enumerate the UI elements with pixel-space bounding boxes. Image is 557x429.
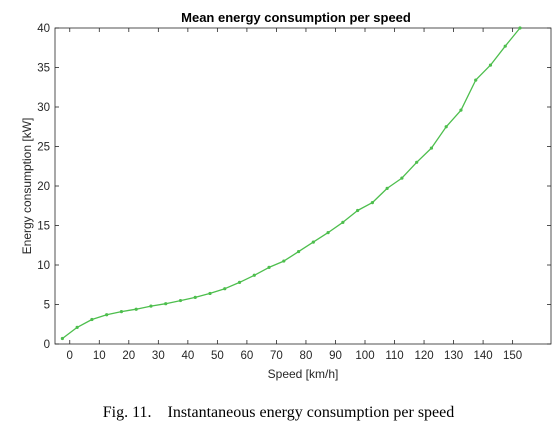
y-tick-label: 30 xyxy=(37,102,50,114)
x-tick-label: 130 xyxy=(444,350,463,362)
data-point xyxy=(178,298,183,303)
x-tick-label: 40 xyxy=(181,350,194,362)
data-point xyxy=(75,325,79,330)
data-point xyxy=(518,26,522,30)
x-tick-label: 10 xyxy=(93,350,106,362)
data-point xyxy=(444,125,448,129)
data-point xyxy=(356,208,360,213)
y-tick-label: 20 xyxy=(37,181,50,193)
data-point xyxy=(296,249,301,254)
x-axis-label: Speed [km/h] xyxy=(268,367,339,381)
x-tick-label: 80 xyxy=(300,350,313,362)
x-tick-label: 140 xyxy=(474,350,493,362)
x-axis-ticks: 0 10 20 30 40 50 60 70 80 90 100 110 120 130 140 150 xyxy=(67,28,522,362)
figure-caption: Fig. 11. Instantaneous energy consumptio… xyxy=(102,404,455,421)
x-tick-label: 60 xyxy=(241,350,254,362)
y-tick-label: 0 xyxy=(44,339,50,351)
data-point xyxy=(60,336,64,341)
x-tick-label: 30 xyxy=(152,350,165,362)
y-tick-label: 10 xyxy=(37,260,50,272)
data-point xyxy=(164,302,168,306)
x-tick-label: 120 xyxy=(414,350,433,362)
x-tick-label: 20 xyxy=(122,350,135,362)
data-point xyxy=(193,295,197,299)
x-tick-label: 0 xyxy=(67,350,73,362)
y-tick-label: 35 xyxy=(37,63,50,75)
x-tick-label: 100 xyxy=(355,350,374,362)
data-point xyxy=(415,160,419,164)
data-point xyxy=(149,304,153,308)
y-tick-label: 25 xyxy=(37,142,50,154)
data-point xyxy=(370,200,374,205)
y-tick-label: 40 xyxy=(37,23,50,35)
x-tick-label: 90 xyxy=(329,350,342,362)
data-point xyxy=(134,307,138,311)
data-point xyxy=(223,287,227,291)
data-point xyxy=(119,310,124,314)
data-point xyxy=(326,231,330,235)
data-point xyxy=(90,317,94,322)
data-point xyxy=(252,273,256,277)
series-layer xyxy=(60,26,522,341)
data-point xyxy=(208,291,212,296)
data-point xyxy=(341,220,345,224)
plot-area xyxy=(54,27,552,345)
x-tick-label: 150 xyxy=(503,350,522,362)
x-tick-label: 50 xyxy=(211,350,224,362)
data-point xyxy=(488,63,493,67)
y-tick-label: 15 xyxy=(37,221,50,233)
data-point xyxy=(311,240,315,244)
data-point xyxy=(429,146,434,150)
y-axis-ticks: 0 5 10 15 20 25 30 35 40 xyxy=(37,23,551,351)
data-point xyxy=(474,78,478,82)
data-point xyxy=(385,186,389,190)
data-point xyxy=(282,259,286,263)
chart-figure: Mean energy consumption per speed 0 10 20 3… xyxy=(20,10,552,421)
chart-svg: Mean energy consumption per speed 0 10 20 3… xyxy=(20,10,552,381)
x-tick-label: 70 xyxy=(270,350,283,362)
data-point xyxy=(400,176,404,180)
y-tick-label: 5 xyxy=(44,300,50,312)
chart-title: Mean energy consumption per speed xyxy=(181,10,411,25)
series-line xyxy=(62,27,521,340)
y-axis-label: Energy consumption [kW] xyxy=(20,118,34,255)
data-point xyxy=(459,108,463,112)
data-point xyxy=(503,44,507,48)
data-point xyxy=(237,280,242,284)
data-point xyxy=(105,313,109,317)
x-tick-label: 110 xyxy=(385,350,403,362)
data-point xyxy=(267,265,271,269)
